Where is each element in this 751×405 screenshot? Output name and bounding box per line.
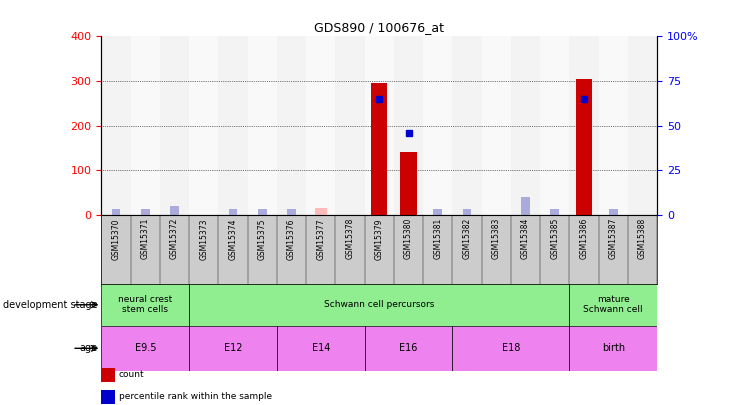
Bar [101, 284, 189, 326]
Bar [452, 326, 569, 371]
Bar [258, 209, 267, 215]
Text: GSM15372: GSM15372 [170, 218, 179, 260]
Bar [481, 36, 511, 215]
Bar [540, 36, 569, 215]
Text: GSM15371: GSM15371 [140, 218, 149, 260]
Text: GSM15387: GSM15387 [609, 218, 618, 260]
Text: E14: E14 [312, 343, 330, 353]
Bar [394, 36, 423, 215]
Bar [277, 326, 365, 371]
Bar [189, 36, 219, 215]
Text: GSM15381: GSM15381 [433, 218, 442, 259]
Text: GSM15374: GSM15374 [228, 218, 237, 260]
Bar [463, 209, 472, 215]
Bar [521, 197, 530, 215]
Bar [228, 209, 237, 215]
Bar [550, 209, 559, 215]
Bar [315, 208, 327, 215]
Text: GSM15388: GSM15388 [638, 218, 647, 259]
Bar [569, 36, 599, 215]
Text: mature
Schwann cell: mature Schwann cell [584, 295, 643, 314]
Bar [189, 284, 569, 326]
Bar [219, 36, 248, 215]
Text: GSM15373: GSM15373 [199, 218, 208, 260]
Bar [170, 206, 179, 215]
Text: count: count [119, 370, 144, 379]
Text: GSM15384: GSM15384 [521, 218, 530, 260]
Bar [160, 36, 189, 215]
Text: neural crest
stem cells: neural crest stem cells [118, 295, 173, 314]
Bar [365, 36, 394, 215]
Bar [400, 152, 417, 215]
Bar [189, 326, 277, 371]
Text: E18: E18 [502, 343, 520, 353]
Text: GSM15370: GSM15370 [111, 218, 120, 260]
Text: Schwann cell percursors: Schwann cell percursors [324, 300, 434, 309]
Bar [287, 209, 296, 215]
Bar [371, 83, 388, 215]
Text: development stage: development stage [3, 300, 98, 310]
Bar [248, 36, 277, 215]
Text: percentile rank within the sample: percentile rank within the sample [119, 392, 272, 401]
Bar [365, 326, 452, 371]
Bar [569, 284, 657, 326]
Text: GSM15375: GSM15375 [258, 218, 267, 260]
Bar [101, 36, 131, 215]
Text: GSM15376: GSM15376 [287, 218, 296, 260]
Bar [609, 209, 617, 215]
Text: E9.5: E9.5 [134, 343, 156, 353]
Bar [277, 36, 306, 215]
Bar [306, 36, 336, 215]
Bar [599, 36, 628, 215]
Text: birth: birth [602, 343, 625, 353]
Bar [423, 36, 452, 215]
Text: GSM15377: GSM15377 [316, 218, 325, 260]
Title: GDS890 / 100676_at: GDS890 / 100676_at [314, 21, 445, 34]
Bar [452, 36, 481, 215]
Bar [628, 36, 657, 215]
Bar [112, 209, 120, 215]
Text: GSM15385: GSM15385 [550, 218, 559, 260]
Text: age: age [80, 343, 98, 353]
Text: GSM15379: GSM15379 [375, 218, 384, 260]
Text: GSM15386: GSM15386 [580, 218, 589, 260]
Bar [131, 36, 160, 215]
Text: GSM15378: GSM15378 [345, 218, 354, 260]
Text: E12: E12 [224, 343, 243, 353]
Text: GSM15383: GSM15383 [492, 218, 501, 260]
Bar [569, 326, 657, 371]
Bar [141, 209, 149, 215]
Bar [433, 209, 442, 215]
Bar [101, 326, 189, 371]
Text: GSM15380: GSM15380 [404, 218, 413, 260]
Text: GSM15382: GSM15382 [463, 218, 472, 259]
Bar [336, 36, 365, 215]
Bar [511, 36, 540, 215]
Bar [576, 79, 592, 215]
Text: E16: E16 [400, 343, 418, 353]
